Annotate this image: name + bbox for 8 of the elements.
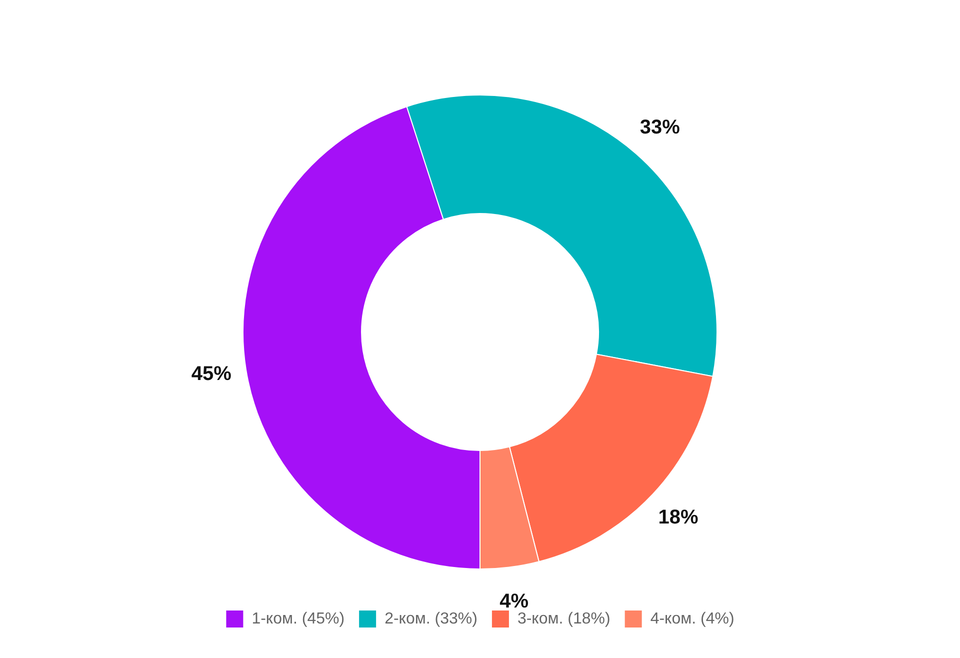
data-label: 33% <box>640 116 680 138</box>
data-label: 18% <box>658 506 699 529</box>
data-label: 45% <box>191 363 232 386</box>
legend-label: 3-ком. (18%) <box>517 610 610 628</box>
data-label: 4% <box>500 590 529 612</box>
legend-label: 1-ком. (45%) <box>252 610 345 628</box>
legend-label: 4-ком. (4%) <box>650 610 734 628</box>
legend-label: 2-ком. (33%) <box>384 610 478 628</box>
